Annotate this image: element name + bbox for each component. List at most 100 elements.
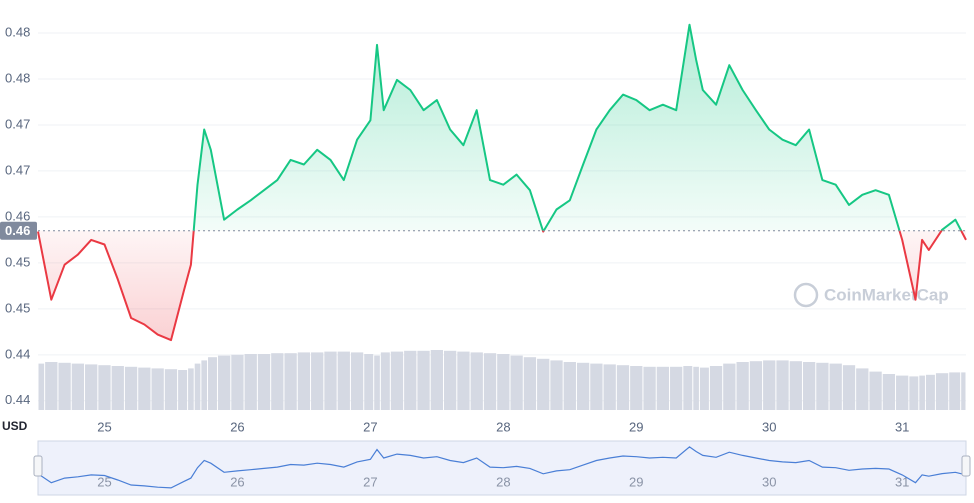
volume-bar bbox=[194, 363, 201, 410]
volume-bar bbox=[563, 362, 576, 410]
volume-bar bbox=[58, 362, 71, 410]
volume-bar bbox=[201, 360, 208, 410]
volume-bar bbox=[949, 372, 961, 410]
y-tick-label: 0.48 bbox=[5, 70, 30, 85]
volume-bar bbox=[231, 354, 244, 410]
x-tick-label: 30 bbox=[762, 419, 776, 434]
watermark: CoinMarketCap bbox=[824, 285, 949, 304]
volume-bar bbox=[925, 374, 935, 410]
y-tick-label: 0.45 bbox=[5, 254, 30, 269]
volume-bar bbox=[816, 362, 829, 410]
volume-bar bbox=[417, 350, 430, 410]
volume-bar bbox=[444, 350, 457, 410]
volume-bar bbox=[38, 363, 45, 410]
navigator-tick-label: 29 bbox=[629, 474, 643, 489]
navigator-tick-label: 27 bbox=[363, 474, 377, 489]
volume-bar bbox=[802, 362, 816, 410]
volume-bar bbox=[430, 350, 444, 410]
volume-bar bbox=[188, 368, 194, 410]
volume-bar bbox=[630, 366, 643, 410]
volume-bar bbox=[656, 366, 670, 410]
volume-bar bbox=[523, 357, 537, 410]
x-tick-label: 29 bbox=[629, 419, 643, 434]
volume-bar bbox=[576, 362, 590, 410]
volume-bar bbox=[497, 354, 510, 410]
y-tick-label: 0.47 bbox=[5, 162, 30, 177]
baseline-label: 0.46 bbox=[5, 223, 30, 238]
volume-bar bbox=[603, 364, 616, 410]
volume-bar bbox=[350, 352, 364, 410]
volume-bar bbox=[178, 370, 188, 410]
volume-bar bbox=[709, 366, 723, 410]
volume-bar bbox=[111, 366, 124, 410]
volume-bar bbox=[98, 365, 111, 410]
volume-bar bbox=[693, 366, 699, 410]
navigator-tick-label: 28 bbox=[496, 474, 510, 489]
volume-bar bbox=[380, 352, 390, 410]
volume-bar bbox=[124, 366, 138, 410]
volume-bar bbox=[749, 361, 763, 410]
navigator-tick-label: 26 bbox=[230, 474, 244, 489]
volume-bar bbox=[404, 350, 417, 410]
volume-bar bbox=[257, 354, 271, 410]
volume-bar bbox=[616, 365, 630, 410]
volume-bar bbox=[869, 371, 882, 410]
y-tick-label: 0.46 bbox=[5, 208, 30, 223]
volume-bar bbox=[324, 351, 337, 410]
volume-bar bbox=[723, 363, 736, 410]
volume-bar bbox=[896, 375, 909, 410]
volume-bar bbox=[537, 358, 550, 410]
volume-bar bbox=[208, 357, 217, 410]
y-tick-label: 0.44 bbox=[5, 392, 30, 407]
navigator-handle[interactable] bbox=[33, 455, 43, 477]
volume-bar bbox=[909, 376, 919, 410]
volume-bar bbox=[337, 351, 350, 410]
volume-bar bbox=[470, 352, 483, 410]
volume-bar bbox=[164, 369, 178, 410]
volume-bar bbox=[45, 362, 58, 410]
volume-bar bbox=[736, 362, 749, 410]
volume-bar bbox=[483, 353, 497, 410]
navigator-tick-label: 25 bbox=[97, 474, 111, 489]
navigator-handle[interactable] bbox=[961, 455, 971, 477]
y-tick-label: 0.48 bbox=[5, 24, 30, 39]
volume-bar bbox=[510, 355, 523, 410]
x-tick-label: 27 bbox=[363, 419, 377, 434]
currency-label: USD bbox=[2, 419, 28, 433]
volume-bar bbox=[311, 352, 324, 410]
volume-bar bbox=[151, 368, 164, 410]
x-tick-label: 31 bbox=[895, 419, 909, 434]
volume-bar bbox=[856, 368, 869, 410]
volume-bar bbox=[842, 365, 856, 410]
volume-bar bbox=[789, 361, 802, 410]
price-area bbox=[38, 24, 966, 341]
y-tick-label: 0.44 bbox=[5, 346, 30, 361]
volume-bar bbox=[829, 363, 842, 410]
volume-bar bbox=[670, 366, 683, 410]
volume-bar bbox=[284, 353, 297, 410]
volume-bar bbox=[961, 372, 966, 410]
navigator-line bbox=[37, 446, 967, 489]
x-tick-label: 26 bbox=[230, 419, 244, 434]
volume-bar bbox=[919, 375, 925, 410]
volume-bar bbox=[71, 363, 85, 410]
volume-bar bbox=[643, 366, 656, 410]
volume-bar bbox=[390, 351, 404, 410]
baseline-badge bbox=[0, 221, 37, 240]
volume-bar bbox=[776, 360, 789, 410]
x-tick-label: 28 bbox=[496, 419, 510, 434]
volume-bar bbox=[297, 352, 311, 410]
volume-bar bbox=[699, 367, 709, 410]
y-tick-label: 0.47 bbox=[5, 116, 30, 131]
volume-bar bbox=[683, 366, 693, 410]
volume-bar bbox=[217, 355, 231, 410]
volume-bar bbox=[244, 354, 257, 410]
volume-bar bbox=[85, 364, 98, 410]
volume-bar bbox=[457, 351, 470, 410]
volume-bar bbox=[763, 360, 776, 410]
volume-bar bbox=[590, 363, 603, 410]
volume-bar bbox=[882, 374, 896, 410]
navigator-tick-label: 30 bbox=[762, 474, 776, 489]
navigator-tick-label: 31 bbox=[895, 474, 909, 489]
